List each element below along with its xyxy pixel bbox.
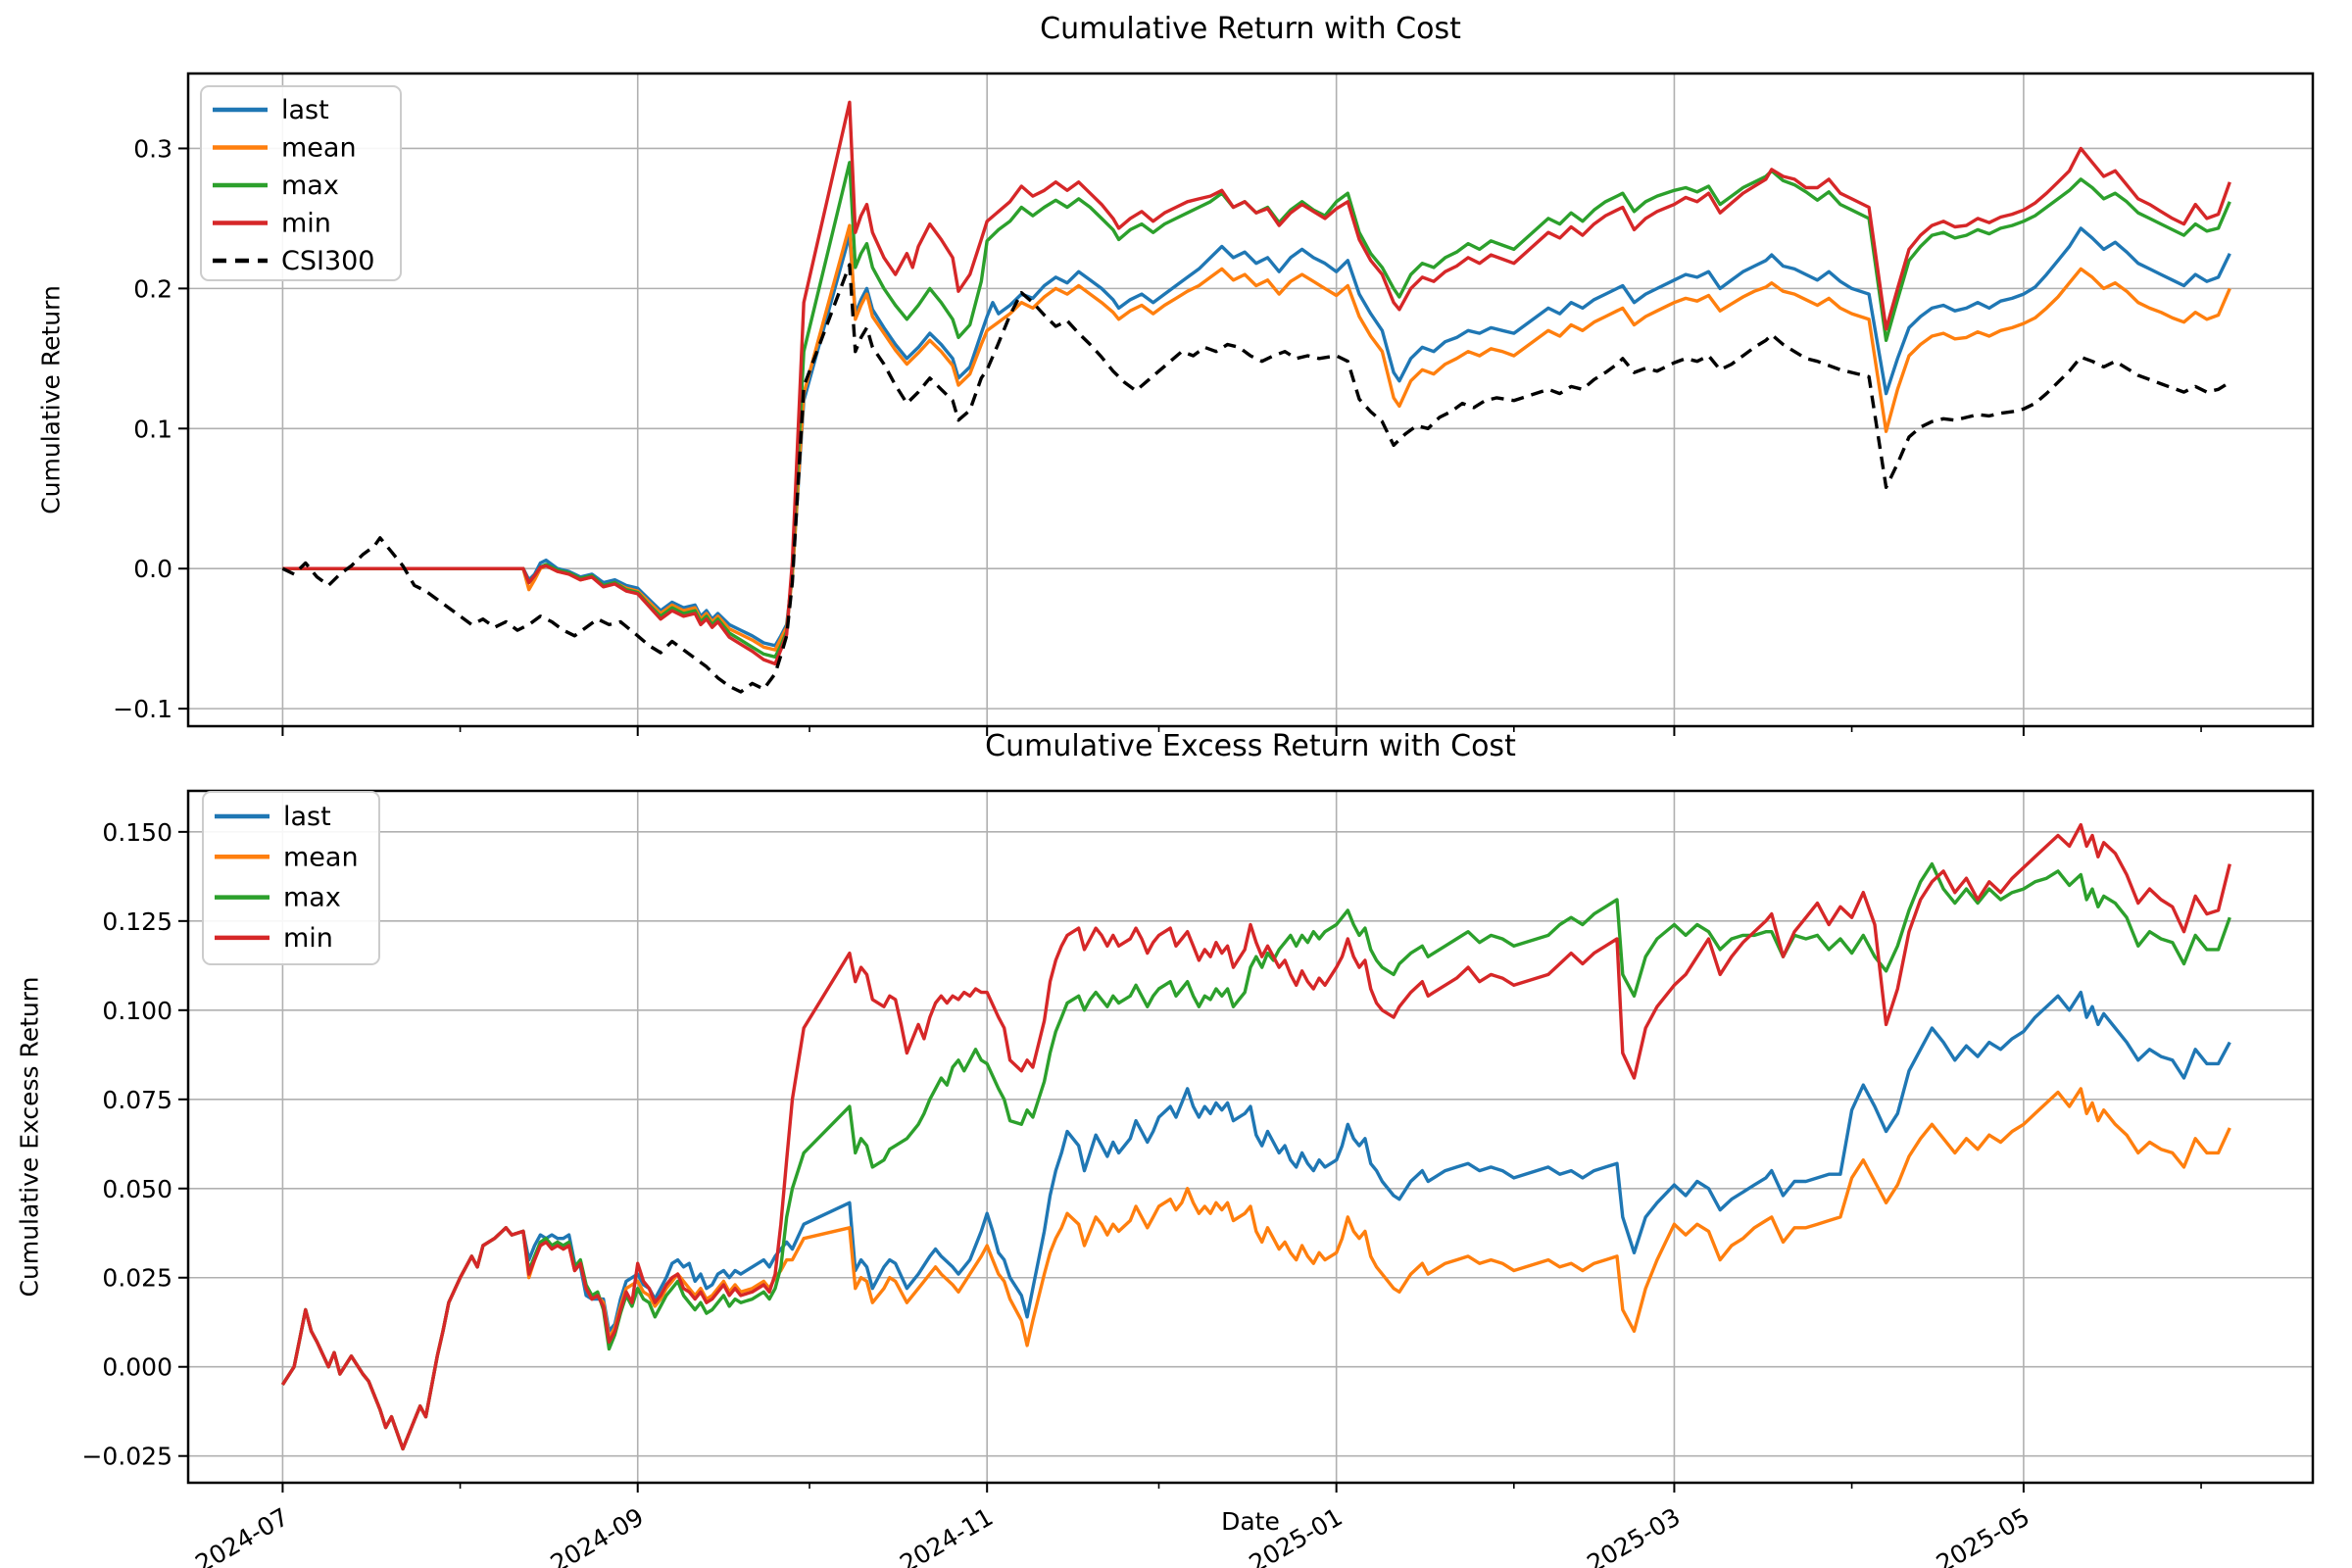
y-tick-label: 0.000 [102,1353,172,1382]
chart1-title: Cumulative Return with Cost [1040,12,1461,46]
y-tick-label: 0.1 [133,415,172,443]
legend-label-max: max [283,883,341,913]
legend-box [202,791,380,965]
legend-label-mean: mean [283,842,359,872]
series-line-csi300 [281,263,2231,694]
series-line-min [282,100,2231,666]
x-axis-label: Date [1221,1507,1280,1536]
y-tick-label: 0.125 [102,907,172,936]
series-line-min [280,822,2231,1451]
series-line-mean [282,223,2231,652]
chart1-y-axis-label: Cumulative Return [36,285,66,514]
y-tick-label: 0.0 [133,555,172,583]
y-tick-label: 0.100 [102,997,172,1025]
legend-label-min: min [283,923,333,954]
y-tick-label: 0.050 [102,1175,172,1203]
y-tick-label: 0.075 [102,1086,172,1114]
legend-label-min: min [281,209,331,239]
y-tick-label: −0.025 [81,1443,172,1471]
legend-label-csi300: CSI300 [281,246,375,276]
chart2-y-axis-label: Cumulative Excess Return [15,976,44,1298]
series-line-max [282,161,2231,659]
y-tick-label: 0.3 [133,134,172,163]
legend-label-last: last [283,802,331,832]
series-line-last [280,990,2231,1451]
y-tick-label: 0.150 [102,818,172,847]
legend-label-last: last [281,95,329,125]
series-line-max [280,861,2231,1451]
chart2-title: Cumulative Excess Return with Cost [985,729,1516,763]
legend-label-mean: mean [281,133,357,164]
y-tick-label: 0.025 [102,1264,172,1293]
axes-frame [186,789,2315,1485]
y-tick-label: −0.1 [113,695,172,723]
legend-label-max: max [281,171,339,201]
series-line-last [282,226,2231,648]
y-tick-label: 0.2 [133,274,172,303]
axes-frame [186,72,2315,728]
legend-box [200,85,402,281]
